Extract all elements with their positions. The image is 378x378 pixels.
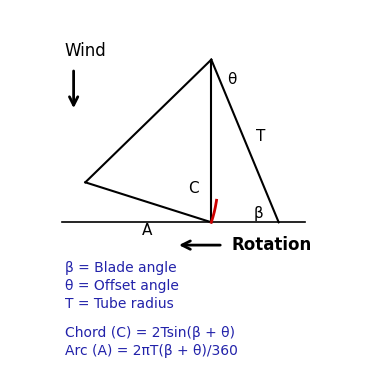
- Text: β: β: [253, 206, 263, 221]
- Text: Chord (C) = 2Tsin(β + θ): Chord (C) = 2Tsin(β + θ): [65, 326, 235, 340]
- Text: T = Tube radius: T = Tube radius: [65, 297, 174, 311]
- Text: Wind: Wind: [65, 42, 107, 60]
- Text: β = Blade angle: β = Blade angle: [65, 261, 177, 275]
- Text: θ: θ: [227, 72, 237, 87]
- Text: C: C: [188, 181, 199, 195]
- Text: Arc (A) = 2πT(β + θ)/360: Arc (A) = 2πT(β + θ)/360: [65, 344, 238, 358]
- Text: Rotation: Rotation: [232, 236, 312, 254]
- Text: T: T: [256, 129, 266, 144]
- Text: θ = Offset angle: θ = Offset angle: [65, 279, 179, 293]
- Text: A: A: [142, 223, 152, 239]
